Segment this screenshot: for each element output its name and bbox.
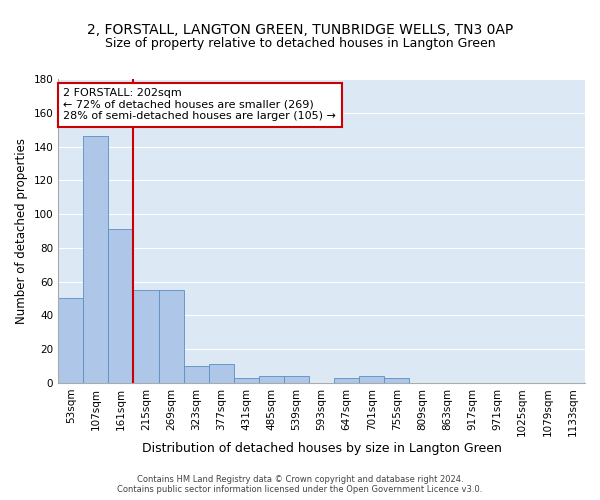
Bar (359, 376, 385, 383)
Bar (109, 229, 133, 383)
Y-axis label: Number of detached properties: Number of detached properties (15, 138, 28, 324)
Bar (334, 378, 359, 383)
Bar (259, 376, 284, 383)
Bar (58, 298, 83, 383)
Bar (385, 378, 409, 383)
Bar (133, 290, 158, 383)
X-axis label: Distribution of detached houses by size in Langton Green: Distribution of detached houses by size … (142, 442, 502, 455)
Text: 2 FORSTALL: 202sqm
← 72% of detached houses are smaller (269)
28% of semi-detach: 2 FORSTALL: 202sqm ← 72% of detached hou… (64, 88, 337, 122)
Bar (184, 366, 209, 383)
Bar (284, 376, 309, 383)
Text: Contains public sector information licensed under the Open Government Licence v3: Contains public sector information licen… (118, 485, 482, 494)
Text: 2, FORSTALL, LANGTON GREEN, TUNBRIDGE WELLS, TN3 0AP: 2, FORSTALL, LANGTON GREEN, TUNBRIDGE WE… (87, 22, 513, 36)
Bar (234, 378, 259, 383)
Text: Contains HM Land Registry data © Crown copyright and database right 2024.: Contains HM Land Registry data © Crown c… (137, 475, 463, 484)
Bar (158, 290, 184, 383)
Text: Size of property relative to detached houses in Langton Green: Size of property relative to detached ho… (104, 38, 496, 51)
Bar (209, 364, 234, 383)
Bar (83, 136, 109, 383)
